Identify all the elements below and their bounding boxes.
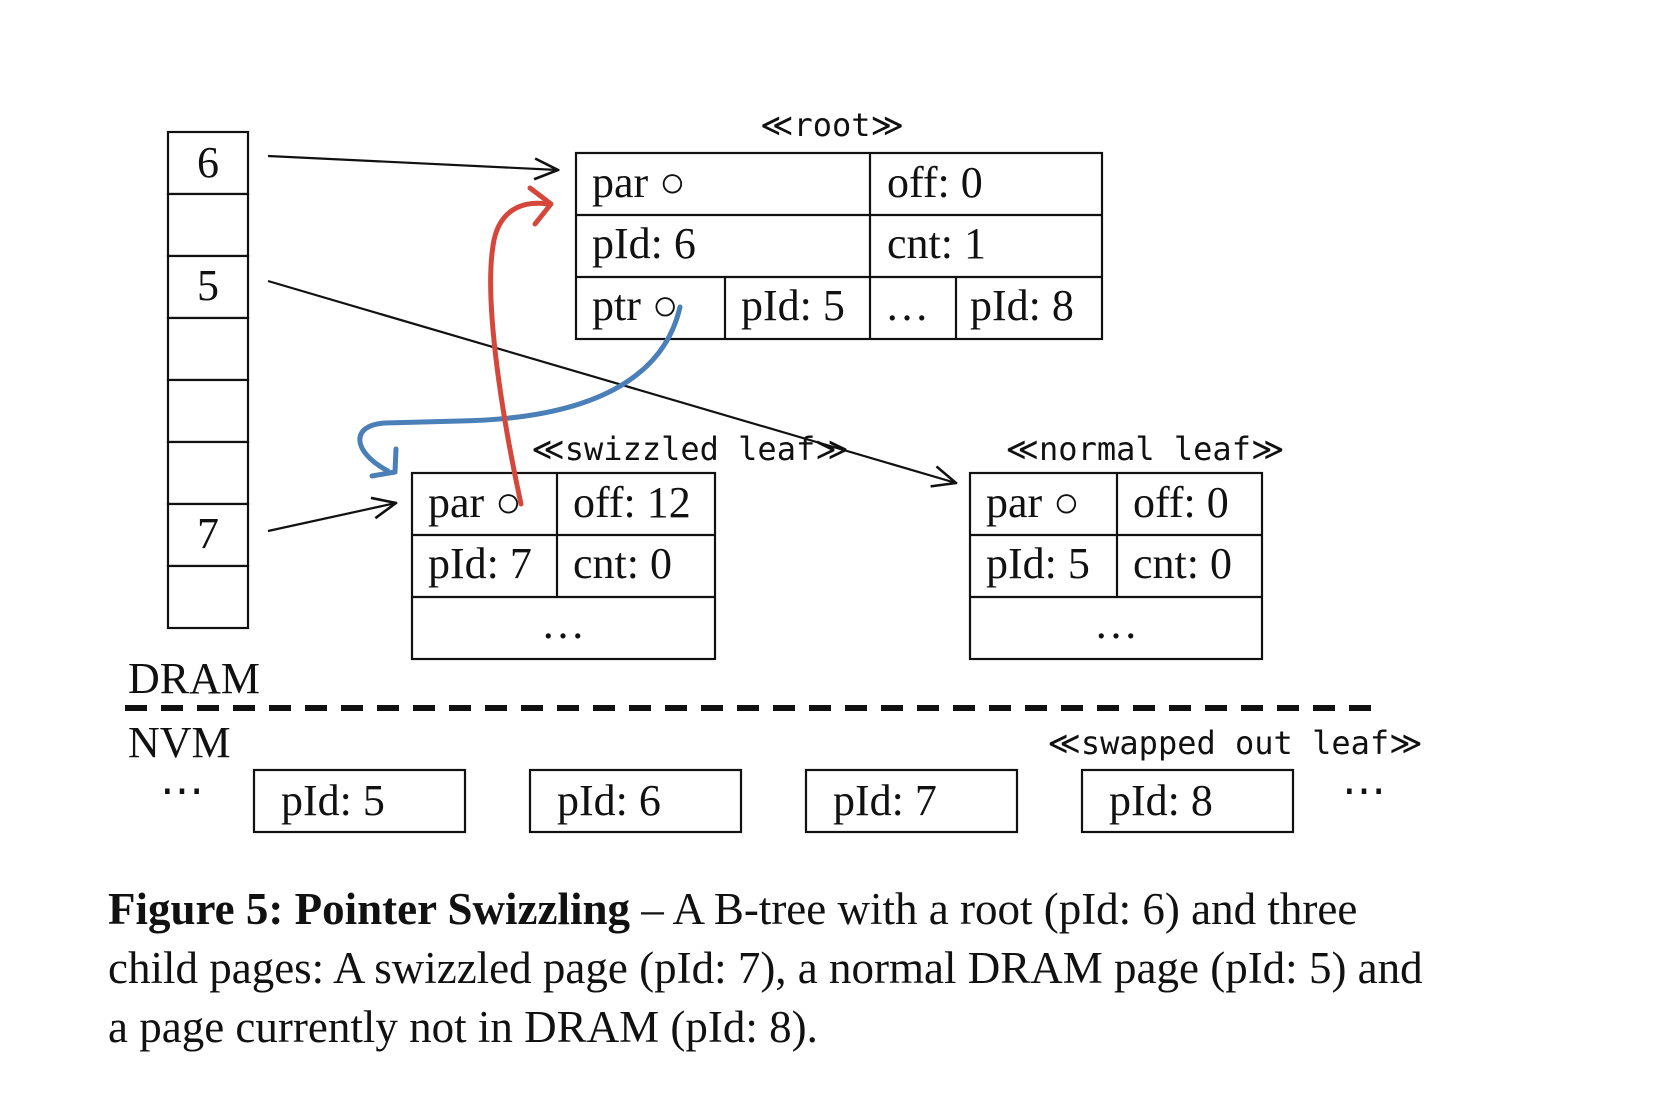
swizzled-cnt: cnt: 0 xyxy=(573,539,672,588)
nvm-page-box-7 xyxy=(804,768,1019,834)
caption-text: – A B-tree with a root (pId: 6) and thre… xyxy=(108,884,1423,1052)
swizzled-leaf-page: ≪swizzled leaf≫ par ○ off: 12 pId: 7 cnt… xyxy=(410,430,849,661)
swizzled-off: off: 12 xyxy=(573,478,691,527)
normal-cnt: cnt: 0 xyxy=(1133,539,1232,588)
normal-leaf-stereotype: ≪normal leaf≫ xyxy=(1006,430,1285,468)
page-table-arrows xyxy=(267,154,956,533)
root-pid: pId: 6 xyxy=(592,219,696,268)
root-page-box xyxy=(574,151,1104,341)
nvm-label: NVM xyxy=(128,718,231,767)
swizzled-leaf-stereotype: ≪swizzled leaf≫ xyxy=(531,430,848,468)
nvm-page-pid-7: pId: 7 xyxy=(833,776,937,825)
parent-pointer-arrow xyxy=(488,185,554,507)
arrow-slot6-to-root xyxy=(267,154,558,170)
page-table-slot-3 xyxy=(166,316,250,382)
page-table-slot-5 xyxy=(166,440,250,506)
page-table-entry-5: 5 xyxy=(197,261,219,310)
swizzled-pointer-curve xyxy=(357,304,683,474)
root-ellipsis: … xyxy=(885,281,929,330)
swizzled-pointer-arrow xyxy=(357,304,683,479)
root-child-pid-8: pId: 8 xyxy=(970,281,1074,330)
page-table-entry-7: 7 xyxy=(197,509,219,558)
page-table-slot-7 xyxy=(166,564,250,630)
swizzled-pid: pId: 7 xyxy=(428,539,532,588)
nvm-page-pid-6: pId: 6 xyxy=(557,776,661,825)
root-cnt: cnt: 1 xyxy=(887,219,986,268)
dram-label: DRAM xyxy=(128,654,260,703)
normal-off: off: 0 xyxy=(1133,478,1229,527)
root-ptr: ptr ○ xyxy=(592,281,678,330)
nvm-page-box-6 xyxy=(528,768,743,834)
page-table-slot-0 xyxy=(166,130,250,196)
caption-label: Figure 5: Pointer Swizzling xyxy=(108,884,631,934)
page-table-slot-2 xyxy=(166,254,250,320)
page-table-entry-6: 6 xyxy=(197,138,219,187)
nvm-page-pid-5: pId: 5 xyxy=(281,776,385,825)
pointer-swizzling-diagram: 6 5 7 ≪root≫ par ○ off: 0 pId: 6 cnt: 1 … xyxy=(125,106,1423,834)
parent-pointer-head xyxy=(527,185,554,227)
arrow-slot7-to-swizzled-leaf xyxy=(267,503,396,533)
page-table: 6 5 7 xyxy=(166,130,250,630)
normal-pid: pId: 5 xyxy=(986,539,1090,588)
arrow-slot5-to-normal-leaf xyxy=(267,279,956,483)
nvm-page-box-5 xyxy=(252,768,467,834)
parent-pointer-curve xyxy=(488,200,551,507)
page-table-slot-4 xyxy=(166,378,250,444)
swizzled-leaf-box xyxy=(410,471,717,661)
swizzled-ellipsis: … xyxy=(541,599,585,648)
swizzled-pointer-head xyxy=(369,446,399,479)
normal-leaf-page: ≪normal leaf≫ par ○ off: 0 pId: 5 cnt: 0… xyxy=(968,430,1285,661)
root-par: par ○ xyxy=(592,158,686,207)
root-page: ≪root≫ par ○ off: 0 pId: 6 cnt: 1 ptr ○ … xyxy=(574,106,1104,341)
swizzled-par: par ○ xyxy=(428,478,522,527)
nvm-right-ellipsis: ⋯ xyxy=(1342,766,1386,815)
root-child-pid-5: pId: 5 xyxy=(741,281,845,330)
nvm-pages: ≪swapped out leaf≫ ⋯ pId: 5 pId: 6 pId: … xyxy=(160,724,1423,834)
swapped-out-leaf-stereotype: ≪swapped out leaf≫ xyxy=(1047,724,1422,762)
root-off: off: 0 xyxy=(887,158,983,207)
normal-par: par ○ xyxy=(986,478,1080,527)
root-stereotype: ≪root≫ xyxy=(760,106,904,144)
nvm-page-box-8 xyxy=(1080,768,1295,834)
figure-caption: Figure 5: Pointer Swizzling – A B-tree w… xyxy=(108,880,1438,1057)
nvm-left-ellipsis: ⋯ xyxy=(160,766,204,815)
normal-ellipsis: … xyxy=(1094,599,1138,648)
nvm-page-pid-8: pId: 8 xyxy=(1109,776,1213,825)
page-table-slot-1 xyxy=(166,192,250,258)
